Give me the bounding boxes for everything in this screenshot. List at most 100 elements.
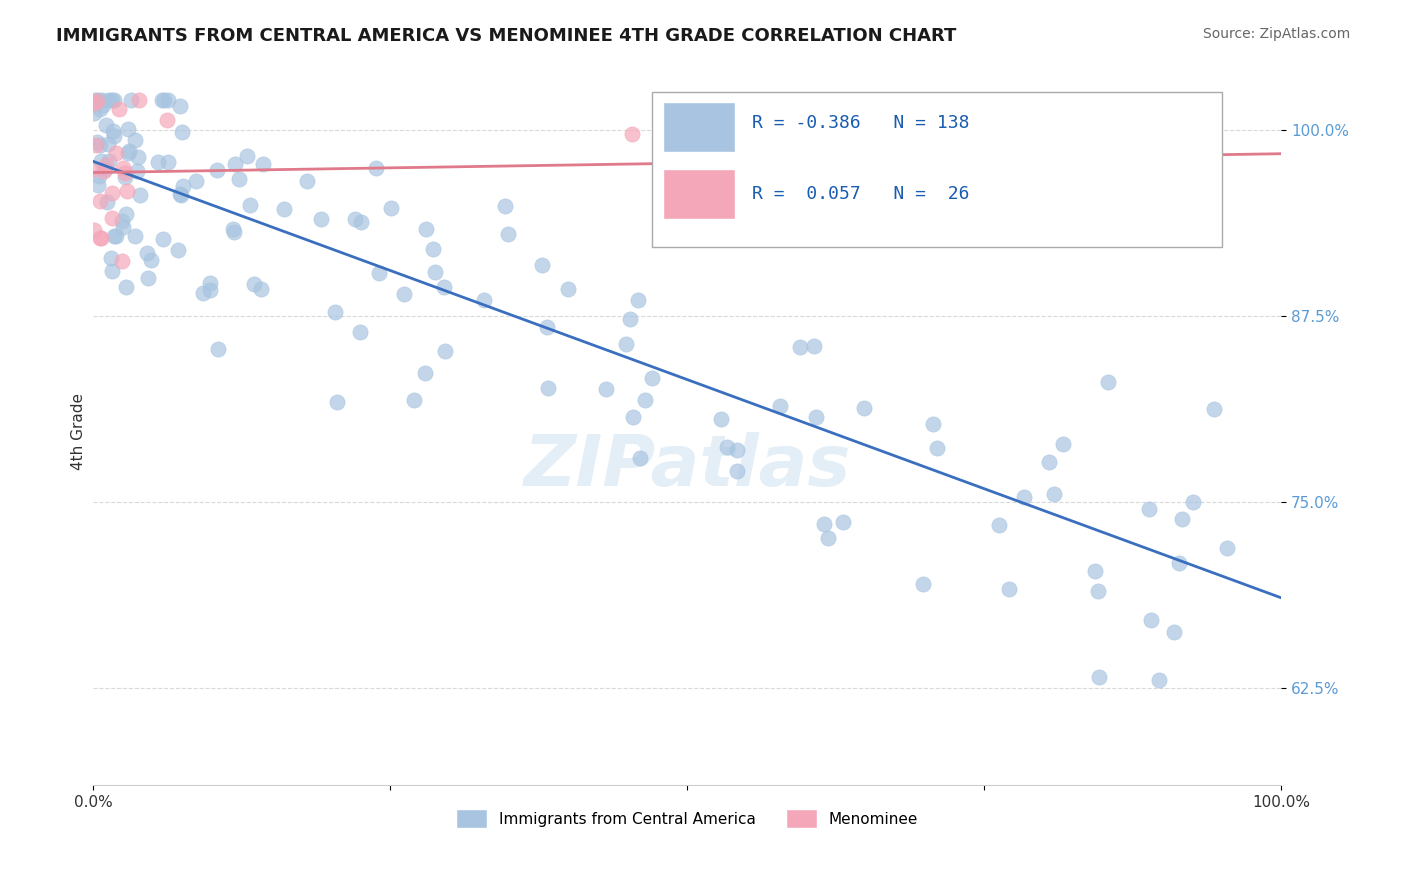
Text: Source: ZipAtlas.com: Source: ZipAtlas.com — [1202, 27, 1350, 41]
Point — [170, 125, 193, 139]
Point — [128, 93, 150, 107]
Point — [104, 228, 127, 243]
Point — [716, 440, 738, 454]
Point — [628, 450, 651, 465]
Point — [84, 93, 107, 107]
Point — [90, 231, 112, 245]
Point — [364, 161, 387, 176]
Point — [710, 412, 733, 426]
Point — [415, 221, 437, 235]
Point — [96, 195, 118, 210]
Point — [1182, 495, 1205, 509]
Point — [1216, 541, 1239, 556]
Point — [125, 163, 148, 178]
Point — [349, 214, 371, 228]
Point — [84, 137, 107, 152]
Point — [413, 366, 436, 380]
Point — [380, 201, 402, 215]
Point — [725, 465, 748, 479]
Point — [115, 184, 138, 198]
Point — [150, 93, 173, 107]
Point — [987, 518, 1010, 533]
Point — [228, 172, 250, 186]
Text: R =  0.057   N =  26: R = 0.057 N = 26 — [752, 186, 970, 203]
Point — [97, 137, 120, 152]
Point — [921, 417, 943, 431]
Point — [101, 264, 124, 278]
Point — [868, 154, 890, 169]
Point — [94, 158, 117, 172]
Point — [250, 282, 273, 296]
Point — [832, 515, 855, 529]
Point — [789, 340, 811, 354]
Point — [120, 93, 142, 107]
Point — [392, 287, 415, 301]
Point — [1168, 556, 1191, 570]
Point — [349, 326, 371, 340]
Point — [98, 153, 121, 168]
Point — [90, 154, 112, 169]
Point — [198, 276, 221, 290]
Point — [1171, 511, 1194, 525]
Text: IMMIGRANTS FROM CENTRAL AMERICA VS MENOMINEE 4TH GRADE CORRELATION CHART: IMMIGRANTS FROM CENTRAL AMERICA VS MENOM… — [56, 27, 956, 45]
Point — [1012, 490, 1035, 504]
Point — [112, 219, 135, 234]
Point — [841, 170, 863, 185]
Point — [640, 371, 662, 385]
Point — [1087, 583, 1109, 598]
Point — [619, 311, 641, 326]
Point — [1038, 455, 1060, 469]
Point — [537, 381, 560, 395]
Point — [879, 135, 901, 149]
Point — [87, 169, 110, 183]
Point — [343, 212, 366, 227]
Point — [768, 399, 790, 413]
Point — [614, 337, 637, 351]
Point — [91, 98, 114, 112]
Point — [1042, 487, 1064, 501]
Point — [117, 121, 139, 136]
Point — [115, 280, 138, 294]
Point — [101, 211, 124, 225]
Point — [595, 382, 617, 396]
Point — [222, 225, 245, 239]
Point — [536, 319, 558, 334]
Point — [325, 304, 347, 318]
Point — [924, 182, 946, 196]
Point — [136, 271, 159, 285]
Point — [634, 393, 657, 408]
Point — [111, 253, 134, 268]
Point — [89, 137, 111, 152]
Point — [433, 343, 456, 358]
Point — [224, 157, 246, 171]
Point — [94, 118, 117, 132]
Point — [129, 188, 152, 202]
Text: R = -0.386   N = 138: R = -0.386 N = 138 — [752, 114, 970, 132]
Point — [169, 186, 191, 201]
Point — [83, 222, 105, 236]
Point — [239, 197, 262, 211]
Point — [1097, 375, 1119, 389]
Point — [127, 150, 149, 164]
Point — [1052, 436, 1074, 450]
Point — [156, 113, 179, 128]
Point — [236, 149, 259, 163]
Point — [1083, 564, 1105, 578]
Point — [152, 232, 174, 246]
Point — [207, 163, 229, 178]
Point — [207, 343, 229, 357]
Point — [89, 231, 111, 245]
Point — [136, 246, 159, 260]
Point — [104, 146, 127, 161]
Point — [912, 577, 935, 591]
Point — [91, 93, 114, 107]
FancyBboxPatch shape — [651, 92, 1222, 247]
Point — [93, 164, 115, 178]
Point — [804, 410, 827, 425]
Point — [156, 155, 179, 169]
Point — [621, 128, 644, 142]
Point — [433, 280, 456, 294]
Point — [1163, 624, 1185, 639]
Point — [326, 395, 349, 409]
Point — [101, 124, 124, 138]
